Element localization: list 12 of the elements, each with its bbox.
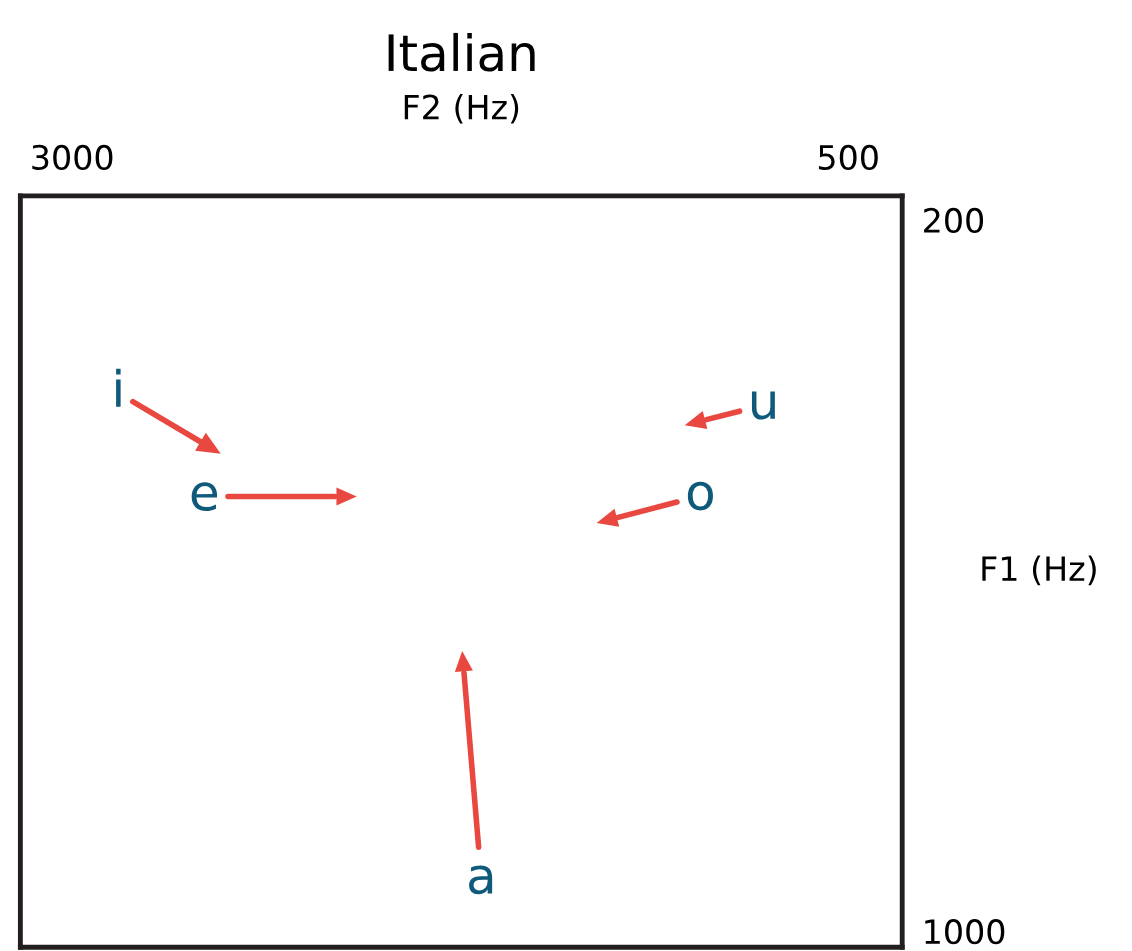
y-axis-title: F1 (Hz) [982, 555, 1096, 586]
annotation: o [687, 481, 713, 511]
x-tick-label: 500 [818, 144, 878, 170]
annotation: e [191, 482, 218, 511]
x-tick-label: 3000 [32, 144, 113, 170]
annotation: u [751, 390, 775, 420]
x-axis-title: F2 (Hz) [404, 93, 519, 124]
annotation: a [469, 865, 493, 895]
y-tick-label: 200 [924, 207, 984, 234]
annotation: i [116, 368, 121, 407]
y-tick-label: 1000 [925, 919, 1005, 945]
chart-title: Italian [388, 32, 535, 72]
